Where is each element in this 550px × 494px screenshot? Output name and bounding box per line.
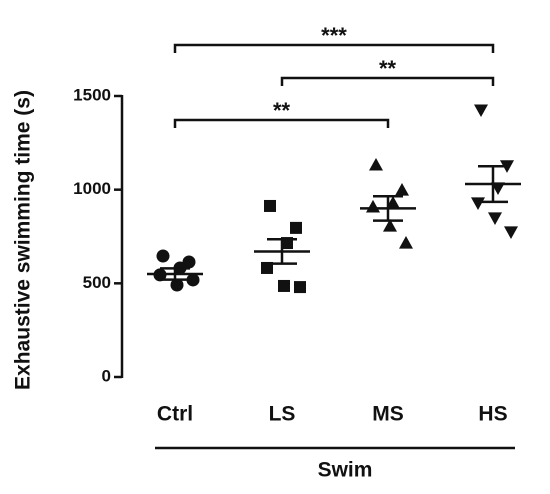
y-tick-label: 500 (83, 273, 111, 292)
data-point (278, 279, 290, 292)
data-point (290, 221, 302, 234)
data-point (491, 182, 505, 195)
data-point (261, 261, 273, 274)
data-point (264, 199, 276, 212)
data-point (399, 236, 413, 249)
significance-label: ** (273, 98, 291, 123)
data-point (504, 226, 518, 240)
data-point (474, 104, 488, 118)
data-point (170, 278, 184, 292)
significance-bracket (173, 118, 390, 128)
y-tick-label: 1000 (73, 179, 111, 198)
data-point (366, 199, 380, 213)
y-axis-label: Exhaustive swimming time (s) (12, 90, 35, 390)
data-point (386, 195, 400, 209)
y-tick-label: 1500 (73, 85, 111, 104)
data-point (383, 219, 397, 232)
group-label: Swim (318, 459, 373, 482)
x-tick-label: LS (269, 403, 296, 426)
significance-label: *** (321, 23, 347, 48)
data-point (488, 212, 502, 225)
data-point (186, 273, 200, 287)
significance-bracket (280, 76, 495, 86)
significance-bracket (173, 43, 495, 53)
significance-label: ** (379, 56, 397, 81)
data-point (369, 157, 383, 171)
data-point (156, 249, 170, 263)
x-tick-label: HS (478, 403, 507, 426)
data-point (395, 183, 409, 196)
x-tick-label: Ctrl (157, 403, 193, 426)
x-tick-label: MS (372, 403, 404, 426)
data-point (471, 197, 485, 210)
data-point (294, 281, 306, 294)
y-tick-label: 0 (102, 366, 111, 385)
